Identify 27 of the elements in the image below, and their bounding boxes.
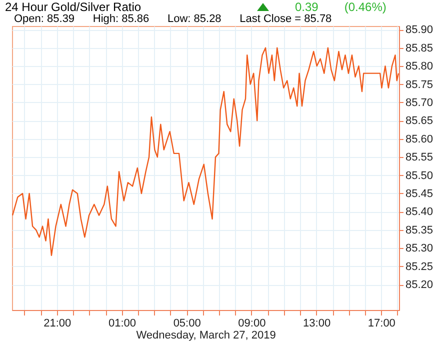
y-tick-label: 85.50: [406, 170, 434, 182]
y-tick-label: 85.80: [406, 60, 434, 73]
y-tick-label: 85.85: [406, 42, 434, 54]
y-tick-label: 85.55: [406, 152, 434, 164]
y-tick-label: 85.40: [406, 206, 434, 218]
y-tick-label: 85.25: [406, 260, 434, 273]
x-tick-label: 05:00: [173, 318, 201, 330]
x-tick-label: 21:00: [44, 318, 72, 330]
x-tick-label: 13:00: [303, 318, 331, 330]
x-tick-label: 17:00: [368, 318, 396, 330]
text: 0.39: [295, 0, 318, 14]
line-series: [12, 47, 399, 256]
y-tick-label: 85.45: [406, 188, 434, 200]
x-tick-label: 01:00: [108, 318, 136, 330]
x-axis-title: Wednesday, March 27, 2019: [136, 330, 276, 342]
y-tick-label: 85.20: [406, 279, 434, 292]
y-tick-label: 85.65: [406, 115, 434, 128]
y-tick-label: 85.35: [406, 224, 434, 236]
y-tick-label: 85.30: [406, 242, 434, 255]
y-tick-label: 85.75: [406, 78, 434, 91]
y-tick-label: 85.60: [406, 133, 434, 146]
text: (0.46%): [344, 0, 386, 14]
chart-subtitle: Open: 85.39 High: 85.86 Low: 85.28 Last Close = 85.78: [14, 13, 332, 25]
y-tick-label: 85.90: [406, 24, 434, 36]
chart-title: 24 Hour Gold/Silver Ratio: [5, 0, 142, 14]
x-tick-label: 09:00: [238, 318, 266, 330]
y-tick-label: 85.70: [406, 96, 434, 109]
